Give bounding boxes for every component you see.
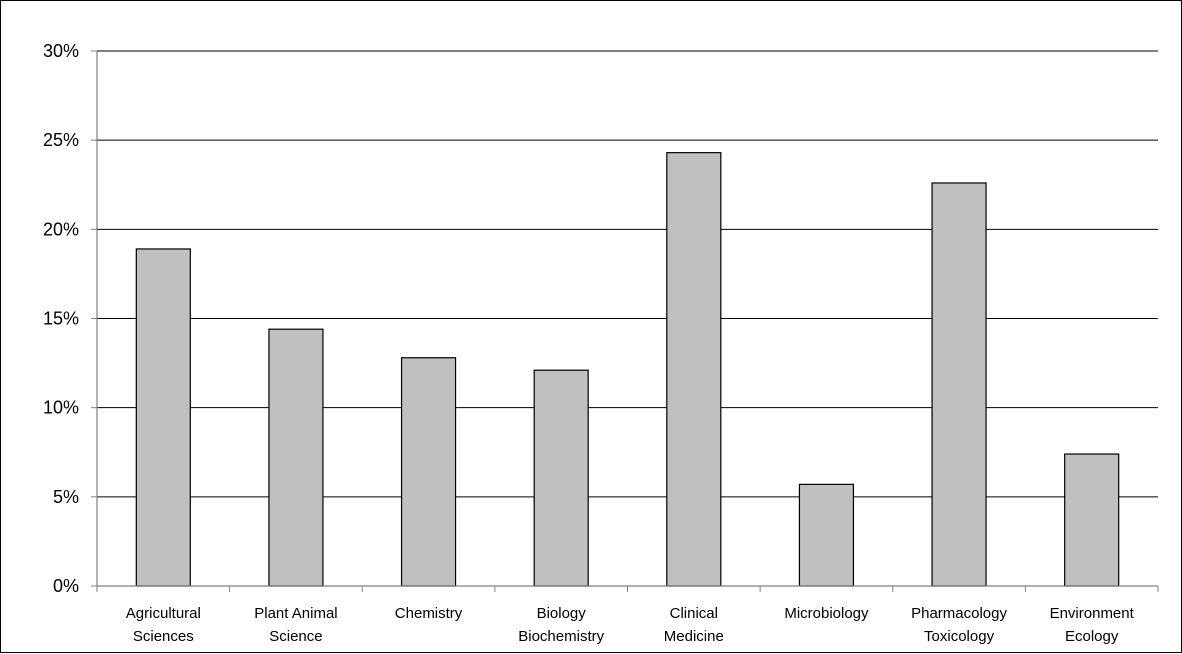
y-tick-label: 5% (53, 487, 79, 507)
y-tick-label: 20% (43, 219, 79, 239)
x-category-label: Environment Ecology (1050, 605, 1135, 645)
x-category-labels: Agricultural Sciences Plant Animal Science C… (126, 605, 1135, 645)
x-category-label: Pharmacology Toxicology (911, 605, 1007, 645)
y-tick-label: 10% (43, 398, 79, 418)
bar (135, 248, 191, 587)
bar (666, 152, 722, 587)
x-category-label: Biology Biochemistry (518, 605, 604, 645)
y-tick-label: 30% (43, 41, 79, 61)
bar (533, 369, 589, 587)
x-category-label: Agricultural Sciences (126, 605, 201, 645)
axes (91, 50, 1159, 592)
y-tick-label: 0% (53, 576, 79, 596)
bar (400, 357, 457, 587)
x-category-label: Clinical Medicine (664, 605, 724, 645)
y-tick-labels: 0% 5% 10% 15% 20% 25% 30% (43, 41, 79, 596)
bar (931, 182, 987, 587)
x-category-label: Microbiology (784, 605, 869, 622)
bar (1064, 453, 1120, 587)
x-category-label: Chemistry (395, 605, 463, 622)
bar (268, 328, 324, 587)
bar (798, 483, 855, 587)
y-tick-label: 15% (43, 309, 79, 329)
bars (135, 152, 1120, 587)
y-tick-label: 25% (43, 130, 79, 150)
x-category-label: Plant Animal Science (254, 605, 337, 645)
gridlines (97, 50, 1158, 498)
